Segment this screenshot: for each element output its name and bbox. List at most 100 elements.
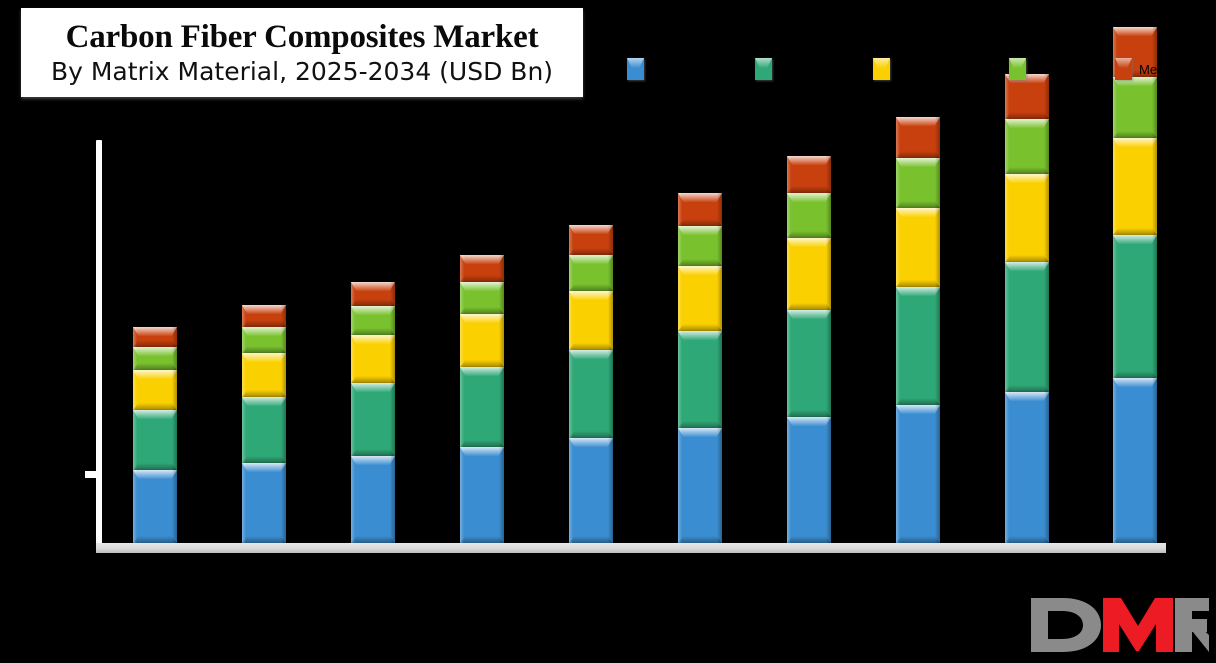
segment-left-edge [896,405,900,543]
bar-segment-metal[interactable] [678,193,722,226]
segment-top-bevel [242,353,286,362]
segment-bottom-shade [1113,131,1157,138]
bar-segment-ceramic[interactable] [242,353,286,397]
bar-segment-carbon[interactable] [460,282,504,314]
bar-segment-thermoplastic[interactable] [351,383,395,456]
bar-segment-thermoset[interactable] [678,428,722,543]
page-title: Carbon Fiber Composites Market [65,19,539,55]
bar-segment-carbon[interactable] [569,255,613,291]
segment-left-edge [460,314,464,367]
bar-segment-thermoset[interactable] [787,417,831,543]
bar-segment-thermoplastic[interactable] [896,287,940,405]
dmr-letter-d [1031,598,1101,652]
bar-segment-thermoset[interactable] [460,447,504,543]
bar-segment-thermoset[interactable] [1005,392,1049,543]
segment-left-edge [569,255,573,291]
bar-segment-thermoplastic[interactable] [1005,262,1049,392]
bar-segment-thermoset[interactable] [242,463,286,543]
bar-segment-carbon[interactable] [787,193,831,238]
bar-segment-metal[interactable] [460,255,504,282]
bar-segment-metal[interactable] [569,225,613,255]
bar-segment-ceramic[interactable] [1113,138,1157,235]
segment-left-edge [678,428,682,543]
bar-segment-thermoplastic[interactable] [569,350,613,438]
segment-right-edge [172,470,177,543]
segment-bottom-shade [896,201,940,208]
bar-2033[interactable] [1005,74,1049,543]
segment-top-bevel [351,306,395,315]
bar-segment-thermoplastic[interactable] [133,410,177,470]
bar-segment-ceramic[interactable] [896,208,940,287]
bar-segment-carbon[interactable] [351,306,395,335]
bar-segment-thermoset[interactable] [569,438,613,543]
legend-item-2[interactable]: Ceramic [873,52,945,86]
legend-label: Thermoplastic [779,61,861,77]
bar-2032[interactable] [896,117,940,543]
segment-left-edge [242,327,246,353]
legend-item-4[interactable]: Metal [1115,52,1171,86]
segment-top-bevel [1005,119,1049,128]
legend-item-3[interactable]: Carbon [1009,52,1076,86]
bar-segment-metal[interactable] [896,117,940,158]
bar-segment-thermoplastic[interactable] [460,367,504,447]
bar-2027[interactable] [351,282,395,543]
bar-segment-metal[interactable] [787,156,831,193]
segment-top-bevel [896,158,940,167]
segment-left-edge [133,470,137,543]
bar-segment-ceramic[interactable] [569,291,613,350]
bar-segment-thermoplastic[interactable] [242,397,286,463]
bar-2030[interactable] [678,193,722,543]
segment-bottom-shade [1113,536,1157,543]
segment-bottom-shade [242,536,286,543]
legend-item-1[interactable]: Thermoplastic [755,52,861,86]
legend-item-0[interactable]: Thermoset [627,52,713,86]
segment-bottom-shade [787,231,831,238]
bar-segment-ceramic[interactable] [1005,174,1049,262]
segment-top-bevel [678,193,722,202]
bar-segment-carbon[interactable] [133,347,177,370]
bar-segment-ceramic[interactable] [133,370,177,410]
segment-right-edge [390,383,395,456]
bar-segment-thermoset[interactable] [896,405,940,543]
dmr-letter-m [1103,598,1173,652]
segment-bottom-shade [242,320,286,327]
segment-left-edge [1005,392,1009,543]
bar-2031[interactable] [787,156,831,543]
segment-left-edge [351,335,355,383]
bar-2026[interactable] [242,305,286,543]
bar-segment-thermoset[interactable] [1113,378,1157,543]
dmr-logo [1029,594,1209,656]
bar-segment-carbon[interactable] [1005,119,1049,174]
bar-segment-ceramic[interactable] [351,335,395,383]
segment-top-bevel [1005,174,1049,183]
segment-top-bevel [896,287,940,296]
bar-2034[interactable] [1113,27,1157,543]
bar-segment-thermoset[interactable] [351,456,395,543]
bar-segment-ceramic[interactable] [787,238,831,310]
bar-2028[interactable] [460,255,504,543]
bar-segment-carbon[interactable] [1113,77,1157,138]
bar-segment-thermoset[interactable] [133,470,177,543]
bar-segment-metal[interactable] [133,327,177,347]
segment-right-edge [281,353,286,397]
bar-segment-ceramic[interactable] [460,314,504,367]
bar-segment-carbon[interactable] [896,158,940,208]
segment-right-edge [935,208,940,287]
segment-left-edge [569,291,573,350]
bar-segment-thermoplastic[interactable] [787,310,831,417]
segment-bottom-shade [787,186,831,193]
bar-segment-metal[interactable] [242,305,286,327]
bar-segment-carbon[interactable] [242,327,286,353]
bar-segment-thermoplastic[interactable] [678,331,722,428]
segment-top-bevel [133,347,177,356]
segment-top-bevel [351,456,395,465]
bar-2025[interactable] [133,327,177,543]
bar-segment-carbon[interactable] [678,226,722,266]
bar-segment-metal[interactable] [351,282,395,306]
bar-segment-ceramic[interactable] [678,266,722,331]
segment-bottom-shade [1113,371,1157,378]
bar-segment-thermoplastic[interactable] [1113,235,1157,378]
bar-2029[interactable] [569,225,613,543]
title-card: Carbon Fiber Composites Market By Matrix… [21,8,583,97]
